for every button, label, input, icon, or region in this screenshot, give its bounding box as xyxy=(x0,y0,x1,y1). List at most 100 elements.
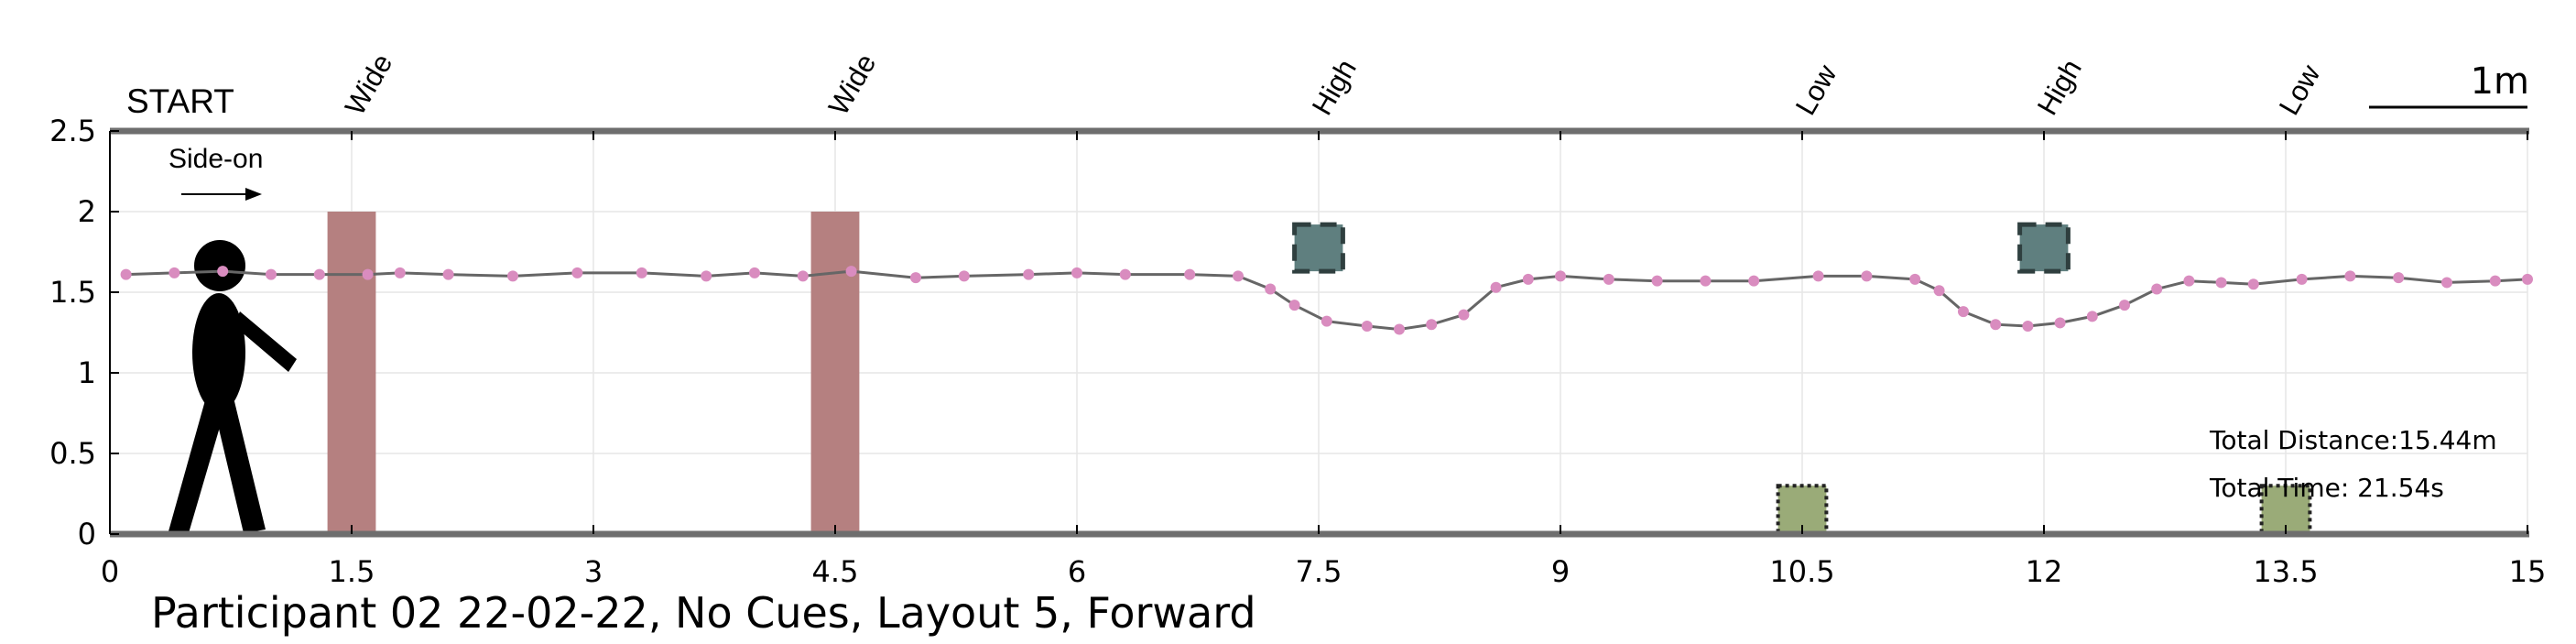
trajectory-point-26 xyxy=(1394,323,1405,335)
trajectory-point-30 xyxy=(1522,273,1534,285)
arrow-head-icon xyxy=(245,188,262,201)
trajectory-point-15 xyxy=(910,272,921,284)
x-tick-labels: 0 1.5 3 4.5 6 7.5 9 10.5 12 13.5 15 xyxy=(101,554,2547,589)
trajectory-point-38 xyxy=(1909,273,1921,285)
trajectory-point-41 xyxy=(1990,319,2002,331)
y-tick-label-3: 1.5 xyxy=(49,275,96,310)
obstacle-wide-1 xyxy=(810,212,860,534)
obstacle-labels: Wide Wide High Low High Low xyxy=(339,49,2327,121)
trajectory-point-44 xyxy=(2086,311,2098,322)
obstacle-label-5: Low xyxy=(2273,59,2327,120)
y-tick-label-5: 2.5 xyxy=(49,114,96,148)
trajectory-point-40 xyxy=(1958,306,1969,318)
x-tick-label-0: 0 xyxy=(101,554,119,589)
y-tick-label-1: 0.5 xyxy=(49,436,96,471)
trajectory-point-6 xyxy=(394,267,406,278)
x-tick-label-6: 9 xyxy=(1551,554,1570,589)
x-tick-label-3: 4.5 xyxy=(812,554,859,589)
trajectory-point-31 xyxy=(1555,270,1566,282)
x-tick-label-1: 1.5 xyxy=(329,554,375,589)
obstacle-label-1: Wide xyxy=(822,49,883,121)
trajectory-point-12 xyxy=(749,267,760,278)
trajectory-point-2 xyxy=(217,266,229,278)
x-tick-label-4: 6 xyxy=(1068,554,1086,589)
trajectory-point-4 xyxy=(313,268,325,280)
trajectory-point-0 xyxy=(120,268,132,280)
trajectory-point-45 xyxy=(2119,300,2130,311)
obstacle-label-2: High xyxy=(1306,54,1363,121)
walker-figure-icon xyxy=(168,240,297,533)
obstacle-high-3 xyxy=(2017,222,2071,274)
chart-title: Participant 02 22-02-22, No Cues, Layout… xyxy=(151,588,1256,638)
trajectory-point-22 xyxy=(1265,283,1277,295)
obstacle-label-4: High xyxy=(2031,54,2088,121)
axes xyxy=(109,127,2529,538)
trajectory-point-36 xyxy=(1812,270,1824,282)
x-tick-label-8: 12 xyxy=(2026,554,2063,589)
trajectory-point-20 xyxy=(1184,268,1196,280)
y-tick-label-4: 2 xyxy=(78,194,96,229)
y-tick-labels: 0 0.5 1 1.5 2 2.5 xyxy=(49,114,96,551)
series xyxy=(120,266,2533,335)
trajectory-point-23 xyxy=(1288,300,1300,311)
trajectory-point-52 xyxy=(2393,272,2405,284)
view-label: Side-on xyxy=(168,144,263,174)
x-tick-label-10: 15 xyxy=(2509,554,2547,589)
trajectory-point-46 xyxy=(2151,283,2163,295)
trajectory-point-39 xyxy=(1933,285,1945,297)
trajectory-point-43 xyxy=(2054,317,2066,329)
trajectory-point-8 xyxy=(507,270,518,282)
trajectory-point-3 xyxy=(266,268,277,280)
trajectory-point-29 xyxy=(1490,281,1502,293)
scale-bar-label: 1m xyxy=(2471,60,2529,103)
trajectory-point-34 xyxy=(1700,275,1712,287)
trajectory-point-7 xyxy=(442,268,454,280)
obstacle-label-3: Low xyxy=(1789,59,1843,120)
trajectory-point-10 xyxy=(636,267,647,278)
y-tick-label-0: 0 xyxy=(78,517,96,551)
y-tick-label-2: 1 xyxy=(78,355,96,390)
trajectory-point-28 xyxy=(1458,309,1470,321)
start-label: START xyxy=(126,82,234,120)
trajectory-point-13 xyxy=(797,270,809,282)
obstacle-label-0: Wide xyxy=(339,49,399,121)
trajectory-point-37 xyxy=(1861,270,1873,282)
x-tick-label-5: 7.5 xyxy=(1296,554,1342,589)
trajectory-point-32 xyxy=(1603,273,1614,285)
trajectory-point-27 xyxy=(1426,319,1438,331)
trajectory-point-16 xyxy=(958,270,970,282)
obstacle-wide-0 xyxy=(327,212,376,534)
trajectory-point-51 xyxy=(2344,270,2356,282)
trajectory-point-5 xyxy=(362,268,374,280)
x-tick-label-9: 13.5 xyxy=(2253,554,2318,589)
trajectory-point-55 xyxy=(2522,273,2533,285)
trajectory-point-19 xyxy=(1119,268,1131,280)
trajectory-point-42 xyxy=(2022,320,2034,332)
trajectory-point-9 xyxy=(571,267,583,278)
trajectory-point-33 xyxy=(1651,275,1663,287)
trajectory-point-25 xyxy=(1361,320,1373,332)
trajectory-point-53 xyxy=(2441,277,2452,289)
trajectory-point-21 xyxy=(1233,270,1244,282)
trajectory-point-47 xyxy=(2183,275,2195,287)
grid xyxy=(109,130,2528,535)
trajectory-point-35 xyxy=(1748,275,1760,287)
obstacle-high-2 xyxy=(1292,222,1345,274)
trajectory-point-54 xyxy=(2489,275,2501,287)
trajectory-point-49 xyxy=(2247,278,2259,290)
trajectory-point-50 xyxy=(2296,273,2308,285)
total-distance: Total Distance:15.44m xyxy=(2209,425,2497,455)
trajectory-point-48 xyxy=(2215,277,2227,289)
obstacles xyxy=(327,212,2312,537)
trajectory-point-1 xyxy=(168,267,180,278)
trajectory-point-18 xyxy=(1071,267,1082,278)
trajectory-line xyxy=(125,269,2528,332)
trajectory-point-24 xyxy=(1321,315,1332,327)
trajectory-point-17 xyxy=(1023,268,1035,280)
x-tick-label-7: 10.5 xyxy=(1769,554,1834,589)
trajectory-point-14 xyxy=(845,266,857,278)
trajectory-point-11 xyxy=(701,270,712,282)
x-tick-label-2: 3 xyxy=(584,554,603,589)
total-time: Total Time: 21.54s xyxy=(2209,473,2444,503)
